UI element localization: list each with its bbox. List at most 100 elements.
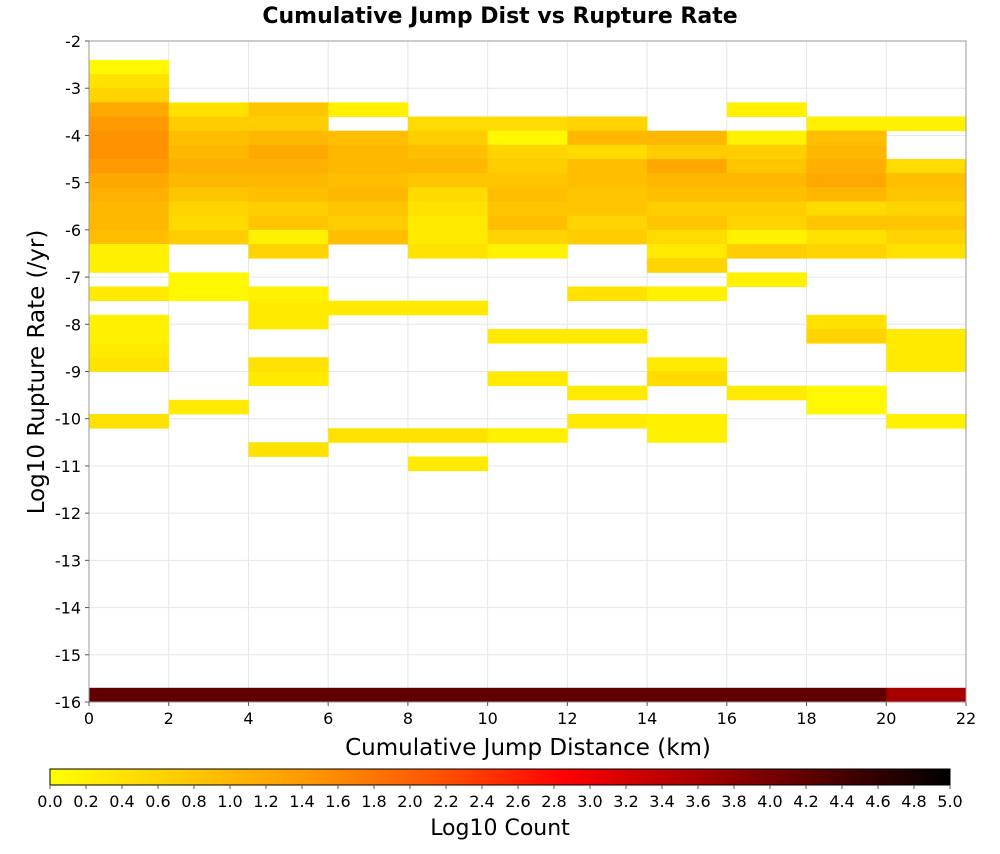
heatmap-cell: [487, 687, 568, 703]
heatmap-cell: [806, 116, 887, 132]
heatmap-cell: [407, 687, 488, 703]
heatmap-cell: [886, 229, 967, 245]
x-tick-label: 10: [477, 709, 497, 728]
heatmap-cell: [726, 201, 807, 217]
chart-title: Cumulative Jump Dist vs Rupture Rate: [262, 4, 737, 29]
heatmap-cell: [89, 102, 170, 117]
heatmap-cell: [407, 144, 488, 160]
heatmap-cell: [647, 159, 728, 174]
heatmap-cell: [886, 414, 967, 429]
heatmap-cell: [248, 201, 329, 217]
heatmap-cell: [89, 130, 170, 146]
heatmap-cell: [806, 244, 887, 259]
heatmap-cell: [567, 187, 648, 202]
x-tick-label: 6: [323, 709, 333, 728]
heatmap-cell: [487, 371, 568, 387]
y-tick-label: -2: [65, 32, 81, 51]
heatmap-cell: [726, 173, 807, 188]
y-axis-label: Log10 Rupture Rate (/yr): [24, 230, 50, 515]
heatmap-cell: [89, 187, 170, 202]
heatmap-cell: [647, 357, 728, 372]
heatmap-cell: [89, 229, 170, 245]
heatmap-cell: [328, 187, 409, 202]
heatmap-cell: [407, 130, 488, 146]
y-tick-label: -15: [55, 646, 81, 665]
heatmap-cell: [89, 357, 170, 372]
y-tick-label: -11: [55, 457, 81, 476]
heatmap-cell: [89, 201, 170, 217]
colorbar-tick-label: 0.0: [37, 792, 62, 811]
heatmap-cell: [806, 314, 887, 330]
heatmap-cell: [647, 244, 728, 259]
heatmap-cell: [886, 201, 967, 217]
colorbar-tick-label: 2.4: [469, 792, 494, 811]
colorbar-tick-label: 3.0: [577, 792, 602, 811]
heatmap-cell: [248, 159, 329, 174]
colorbar-tick-label: 4.4: [829, 792, 854, 811]
colorbar-tick-label: 0.2: [73, 792, 98, 811]
heatmap-cell: [168, 130, 249, 146]
colorbar-tick-label: 1.8: [361, 792, 386, 811]
heatmap-cell: [328, 300, 409, 316]
heatmap-cell: [89, 244, 170, 259]
heatmap-cell: [248, 286, 329, 302]
heatmap-cell: [726, 385, 807, 401]
heatmap-cell: [647, 173, 728, 188]
heatmap-cell: [567, 329, 648, 344]
y-tick-label: -12: [55, 504, 81, 523]
heatmap-cell: [89, 215, 170, 231]
heatmap-cell: [567, 201, 648, 217]
heatmap-cell: [89, 329, 170, 344]
heatmap-cell: [248, 314, 329, 330]
colorbar-tick-label: 2.2: [433, 792, 458, 811]
x-tick-label: 8: [403, 709, 413, 728]
heatmap-cell: [168, 187, 249, 202]
colorbar-tick-label: 4.6: [865, 792, 890, 811]
heatmap-cell: [886, 357, 967, 372]
heatmap-cell: [567, 215, 648, 231]
heatmap-cell: [407, 428, 488, 443]
x-tick-label: 14: [637, 709, 657, 728]
colorbar-tick-label: 2.0: [397, 792, 422, 811]
heatmap-cell: [328, 144, 409, 160]
y-tick-label: -13: [55, 551, 81, 570]
heatmap-cell: [806, 201, 887, 217]
heatmap-cell: [248, 130, 329, 146]
heatmap-cell: [726, 102, 807, 117]
colorbar-tick-label: 1.2: [253, 792, 278, 811]
heatmap-cell: [248, 102, 329, 117]
heatmap-cell: [328, 215, 409, 231]
heatmap-cell: [89, 173, 170, 188]
heatmap-cell: [487, 173, 568, 188]
heatmap-cell: [567, 173, 648, 188]
heatmap-cell: [806, 399, 887, 415]
heatmap-cell: [328, 173, 409, 188]
heatmap-cell: [407, 215, 488, 231]
heatmap-cell: [806, 187, 887, 202]
heatmap-cell: [567, 385, 648, 401]
colorbar-tick-label: 0.6: [145, 792, 170, 811]
heatmap-cell: [726, 244, 807, 259]
colorbar-ticks: 0.0 0.2 0.4 0.6 0.8 1.0 1.2 1.4 1.6 1.8 2.0 2.2 2.4 2…: [37, 785, 963, 811]
y-tick-label: -3: [65, 79, 81, 98]
heatmap-cell: [726, 229, 807, 245]
heatmap-cell: [89, 343, 170, 358]
heatmap-cell: [487, 329, 568, 344]
heatmap-cell: [407, 244, 488, 259]
heatmap-cell: [407, 456, 488, 472]
heatmap-cell: [487, 187, 568, 202]
heatmap-cell: [487, 428, 568, 443]
heatmap-cell: [886, 187, 967, 202]
heatmap-cell: [168, 102, 249, 117]
heatmap-cell: [886, 244, 967, 259]
x-tick-label: 16: [717, 709, 737, 728]
heatmap-cell: [647, 286, 728, 302]
heatmap-cell: [407, 173, 488, 188]
heatmap-cell: [328, 159, 409, 174]
heatmap-cell: [886, 116, 967, 132]
heatmap-cell: [806, 130, 887, 146]
heatmap-cell: [487, 116, 568, 132]
heatmap-cell: [89, 116, 170, 132]
heatmap-cell: [726, 272, 807, 287]
